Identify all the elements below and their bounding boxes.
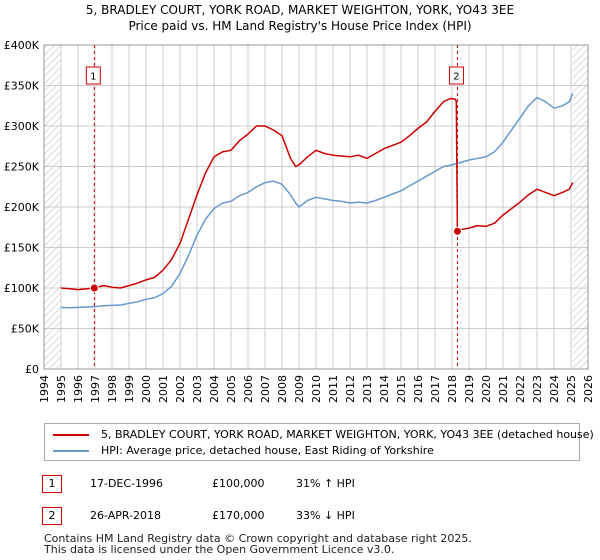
price-chart: £0 £50K £100K £150K £200K £250K £300K £350K £400…	[4, 39, 595, 403]
x-tick-label: 2010	[310, 375, 323, 403]
x-tick-label: 2009	[293, 375, 306, 403]
x-tick-label: 2006	[242, 375, 255, 403]
x-tick-label: 2022	[514, 375, 527, 403]
sale-row-2: 2 26-APR-2018 £170,000 33% ↓ HPI	[0, 507, 600, 529]
property-price-line	[60, 97, 574, 291]
x-tick-label: 1996	[72, 375, 85, 403]
axis-layer: £0 £50K £100K £150K £200K £250K £300K £350K £400…	[4, 39, 595, 403]
legend-property-swatch	[53, 434, 89, 436]
x-tick-label: 2013	[361, 375, 374, 403]
y-tick-label: £0	[25, 363, 39, 376]
y-tick-label: £100K	[4, 282, 40, 295]
x-tick-label: 2024	[548, 375, 561, 403]
sale-number-1: 1	[42, 475, 62, 493]
x-tick-label: 2001	[157, 375, 170, 403]
x-tick-label: 2005	[225, 375, 238, 403]
x-tick-label: 2020	[480, 375, 493, 403]
chart-title: 5, BRADLEY COURT, YORK ROAD, MARKET WEIG…	[85, 3, 515, 17]
legend-property-label: 5, BRADLEY COURT, YORK ROAD, MARKET WEIG…	[101, 428, 594, 441]
x-tick-label: 2015	[395, 375, 408, 403]
sale-date-1: 17-DEC-1996	[90, 477, 164, 490]
sale-number-2: 2	[42, 507, 62, 525]
x-tick-label: 2011	[327, 375, 340, 403]
y-tick-label: £300K	[4, 120, 40, 133]
sale-1-label: 1	[90, 72, 96, 83]
x-tick-label: 2023	[531, 375, 544, 403]
x-tick-label: 2026	[582, 375, 595, 403]
legend-property: 5, BRADLEY COURT, YORK ROAD, MARKET WEIG…	[45, 427, 594, 443]
sale-1-box	[85, 66, 101, 85]
sale-2-label: 2	[453, 72, 459, 83]
sale-hpi-2: 33% ↓ HPI	[296, 509, 355, 522]
legend: 5, BRADLEY COURT, YORK ROAD, MARKET WEIG…	[44, 423, 594, 461]
x-tick-label: 2012	[344, 375, 357, 403]
x-tick-label: 2003	[191, 375, 204, 403]
sale-2-point	[452, 226, 462, 236]
x-tick-label: 1995	[55, 375, 68, 403]
sale-2-box	[448, 66, 464, 85]
grid-layer	[43, 44, 589, 370]
hatch-left	[44, 45, 61, 369]
x-tick-label: 1998	[106, 375, 119, 403]
sale-date-2: 26-APR-2018	[90, 509, 162, 522]
legend-hpi-swatch	[53, 450, 89, 452]
x-tick-label: 2017	[429, 375, 442, 403]
plot-border	[43, 44, 589, 370]
y-tick-label: £200K	[4, 201, 40, 214]
x-tick-label: 2016	[412, 375, 425, 403]
x-tick-label: 2000	[140, 375, 153, 403]
series-layer	[60, 93, 574, 309]
x-tick-label: 1994	[38, 375, 51, 403]
x-tick-label: 2004	[208, 375, 221, 403]
x-tick-label: 2014	[378, 375, 391, 403]
legend-hpi: HPI: Average price, detached house, East…	[45, 443, 581, 459]
y-tick-label: £400K	[4, 39, 40, 52]
footer-line-2: This data is licensed under the Open Gov…	[44, 543, 395, 556]
x-tick-label: 1999	[123, 375, 136, 403]
chart-subtitle: Price paid vs. HM Land Registry's House …	[128, 19, 472, 33]
sale-hpi-1: 31% ↑ HPI	[296, 477, 355, 490]
x-tick-label: 2025	[565, 375, 578, 403]
y-tick-label: £50K	[11, 323, 40, 336]
hatch-layer	[44, 45, 588, 369]
sale-price-2: £170,000	[212, 509, 265, 522]
sale-price-1: £100,000	[212, 477, 265, 490]
x-tick-label: 2007	[259, 375, 272, 403]
x-tick-label: 2002	[174, 375, 187, 403]
footer-line-1: Contains HM Land Registry data © Crown c…	[44, 532, 472, 545]
sale-1-point	[89, 283, 99, 293]
x-tick-label: 2008	[276, 375, 289, 403]
x-tick-label: 1997	[89, 375, 102, 403]
legend-hpi-label: HPI: Average price, detached house, East…	[101, 444, 434, 457]
y-tick-label: £250K	[4, 161, 40, 174]
y-tick-label: £350K	[4, 80, 40, 93]
hpi-line	[60, 93, 574, 309]
x-tick-label: 2019	[463, 375, 476, 403]
y-tick-label: £150K	[4, 242, 40, 255]
x-tick-label: 2018	[446, 375, 459, 403]
x-tick-label: 2021	[497, 375, 510, 403]
hatch-right	[572, 45, 588, 369]
sale-row-1: 1 17-DEC-1996 £100,000 31% ↑ HPI	[0, 475, 600, 497]
